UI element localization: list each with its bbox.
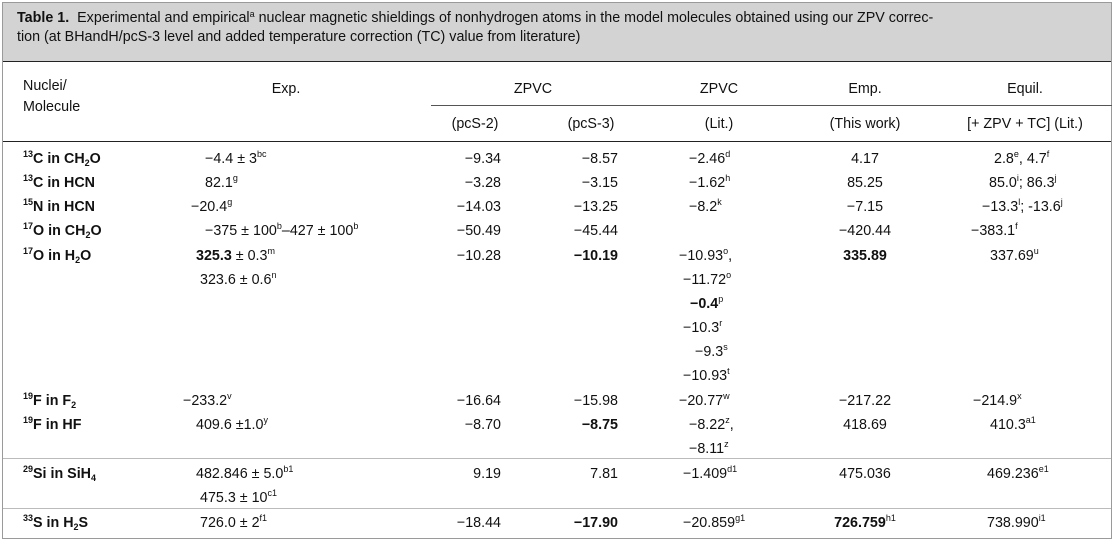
emp-value: 85.25 xyxy=(847,175,883,191)
header-nuclei: Nuclei/ xyxy=(23,78,67,94)
lit-value: −1.409d1 xyxy=(683,464,738,483)
row-molecule: 13C in CH2O xyxy=(23,149,101,168)
emp-value: 335.89 xyxy=(843,248,887,264)
header-exp: Exp. xyxy=(271,81,301,97)
row-molecule: 15N in HCN xyxy=(23,197,95,216)
pcs2-value: −10.28 xyxy=(456,248,501,264)
equil-value: 337.69u xyxy=(990,246,1039,265)
exp-value-2: 475.3 ± 10c1 xyxy=(200,488,277,507)
emp-value: 4.17 xyxy=(851,151,879,167)
caption-text-cont: nuclear magnetic shieldings of nonhydrog… xyxy=(254,10,934,26)
exp-value: 325.3 ± 0.3m xyxy=(196,246,275,265)
equil-value: 410.3a1 xyxy=(990,415,1036,434)
caption-line-2: tion (at BHandH/pcS-3 level and added te… xyxy=(17,29,581,45)
lit-value: −0.4p xyxy=(690,294,724,313)
header-pcs2: (pcS-2) xyxy=(451,116,499,132)
header-this-work: (This work) xyxy=(829,116,901,132)
lit-value-2: −8.11z xyxy=(689,439,729,458)
header-bottom-rule xyxy=(3,141,1111,142)
emp-value: −420.44 xyxy=(838,223,892,239)
exp-value: −20.4g xyxy=(191,197,233,216)
pcs2-value: −3.28 xyxy=(464,175,501,191)
lit-value: −20.859g1 xyxy=(683,513,746,532)
row-separator xyxy=(3,458,1111,459)
lit-value: −9.3s xyxy=(695,342,728,361)
pcs2-value: −16.64 xyxy=(456,393,501,409)
row-molecule: 17O in H2O xyxy=(23,246,92,265)
pcs2-value: −9.34 xyxy=(464,151,501,167)
equil-value: −214.9x xyxy=(973,391,1022,410)
lit-value: −20.77w xyxy=(679,391,730,410)
caption-line-1: Table 1. Experimental and empiricala nuc… xyxy=(17,9,1101,28)
caption-footnote-mark: a xyxy=(249,9,255,19)
exp-value: 409.6 ±1.0y xyxy=(196,415,268,434)
equil-value: 738.990i1 xyxy=(987,513,1046,532)
lit-value: −2.46d xyxy=(689,149,731,168)
header-sub-rule xyxy=(431,105,1112,106)
lit-value: −1.62h xyxy=(689,173,731,192)
exp-value: −233.2v xyxy=(183,391,232,410)
pcs3-value: −3.15 xyxy=(581,175,618,191)
pcs2-value: −14.03 xyxy=(456,199,501,215)
equil-value: −383.1f xyxy=(971,221,1018,240)
equil-value: 2.8e, 4.7f xyxy=(994,149,1050,168)
pcs3-value: −15.98 xyxy=(573,393,618,409)
caption-label: Table 1. xyxy=(17,10,70,26)
lit-value: −10.3r xyxy=(683,318,723,337)
emp-value: −7.15 xyxy=(846,199,884,215)
exp-value: 482.846 ± 5.0b1 xyxy=(196,464,294,483)
row-separator xyxy=(3,508,1111,509)
pcs3-value: −8.75 xyxy=(581,417,618,433)
pcs3-value: −8.57 xyxy=(581,151,618,167)
pcs2-value: −8.70 xyxy=(464,417,501,433)
emp-value: −217.22 xyxy=(838,393,892,409)
emp-value: 418.69 xyxy=(843,417,887,433)
emp-value: 475.036 xyxy=(839,466,891,482)
caption-text: Experimental and empirical xyxy=(77,10,250,26)
row-molecule: 19F in HF xyxy=(23,415,82,434)
pcs3-value: −13.25 xyxy=(573,199,618,215)
lit-value: −8.2k xyxy=(689,197,722,216)
row-molecule: 33S in H2S xyxy=(23,513,89,532)
lit-value: −10.93o, xyxy=(679,246,733,265)
exp-value-2: 323.6 ± 0.6n xyxy=(200,270,277,289)
row-molecule: 29Si in SiH4 xyxy=(23,464,97,483)
header-top-rule xyxy=(3,61,1111,62)
equil-value: 469.236e1 xyxy=(987,464,1049,483)
exp-value: 726.0 ± 2f1 xyxy=(200,513,268,532)
table-caption: Table 1. Experimental and empiricala nuc… xyxy=(3,3,1111,61)
equil-value: 85.0i; 86.3j xyxy=(989,173,1057,192)
pcs2-value: −18.44 xyxy=(456,515,501,531)
pcs3-value: −45.44 xyxy=(573,223,618,239)
row-molecule: 13C in HCN xyxy=(23,173,95,192)
exp-value: −375 ± 100b–427 ± 100b xyxy=(205,221,359,240)
pcs3-value: −17.90 xyxy=(573,515,618,531)
pcs3-value: −10.19 xyxy=(573,248,618,264)
header-pcs3: (pcS-3) xyxy=(567,116,615,132)
exp-value: −4.4 ± 3bc xyxy=(205,149,267,168)
header-lit: (Lit.) xyxy=(704,116,734,132)
header-zpvc-group: ZPVC xyxy=(513,81,553,97)
row-molecule: 17O in CH2O xyxy=(23,221,102,240)
pcs2-value: 9.19 xyxy=(473,466,501,482)
row-molecule: 19F in F2 xyxy=(23,391,77,410)
lit-value: −8.22z, xyxy=(689,415,734,434)
header-emp: Emp. xyxy=(848,81,882,97)
emp-value: 726.759h1 xyxy=(834,513,896,532)
exp-value: 82.1g xyxy=(205,173,238,192)
pcs3-value: 7.81 xyxy=(590,466,618,482)
pcs2-value: −50.49 xyxy=(456,223,501,239)
lit-value: −10.93t xyxy=(683,366,730,385)
header-equil: Equil. xyxy=(1007,81,1043,97)
lit-value: −11.72o xyxy=(683,270,732,289)
equil-value: −13.3l; -13.6j xyxy=(982,197,1063,216)
header-zpv-tc: [+ ZPV + TC] (Lit.) xyxy=(967,116,1083,132)
header-molecule: Molecule xyxy=(23,99,81,115)
header-zpvc-lit: ZPVC xyxy=(699,81,739,97)
